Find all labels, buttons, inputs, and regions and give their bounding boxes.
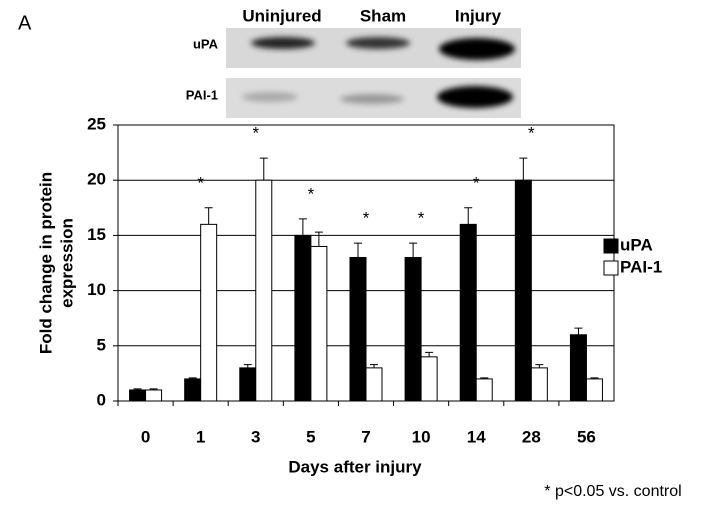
bar [569,334,587,402]
legend-label: uPA [620,235,653,254]
error-bar [188,377,197,379]
significance-marker: * [252,124,259,143]
bar [239,367,257,402]
y-tick-label: 15 [87,225,106,244]
x-axis-title: Days after injury [288,457,422,476]
legend-label: PAI-1 [620,257,662,276]
error-bar [464,207,473,225]
bar [365,367,383,402]
bar [475,378,493,402]
bar [145,389,163,402]
significance-marker: * [418,209,425,228]
x-tick-label: 28 [522,427,541,446]
error-bar [480,377,489,379]
y-tick-label: 25 [87,114,106,133]
blot-image [226,28,521,118]
blot-row-label: uPA [193,36,219,51]
error-bar [409,242,418,258]
x-tick-label: 3 [251,427,260,446]
error-bar [133,388,142,390]
bar [420,356,438,402]
error-bar [149,388,158,390]
bar [310,245,328,402]
legend-swatch [603,238,619,254]
bar [585,378,603,402]
bar [404,256,422,402]
bar [459,223,477,402]
significance-marker: * [197,173,204,192]
error-bar [354,242,362,258]
bar [514,179,532,402]
x-tick-label: 10 [412,427,431,446]
error-bar [204,207,213,225]
x-tick-label: 1 [196,427,205,446]
significance-marker: * [363,209,370,228]
error-bar [370,364,378,368]
blot-column-label: Sham [360,6,406,25]
y-tick-label: 20 [87,170,106,189]
bar [129,389,147,402]
error-bar [259,157,268,181]
blot-row-label: PAI-1 [186,87,218,102]
x-tick-label: 5 [306,427,315,446]
footnote: * p<0.05 vs. control [544,483,681,500]
y-axis-title: Fold change in protein [36,172,55,354]
significance-marker: * [528,124,535,143]
y-tick-label: 5 [97,335,106,354]
bar [200,223,218,402]
y-tick-label: 10 [87,280,106,299]
error-bar [314,231,323,247]
x-tick-label: 7 [361,427,370,446]
bar [349,256,367,402]
x-tick-label: 0 [141,427,150,446]
error-bar [243,364,252,368]
bar [294,234,312,402]
bar [184,378,202,402]
significance-marker: * [473,173,480,192]
significance-marker: * [308,184,315,203]
error-bar [574,327,583,335]
y-axis-title: expression [57,218,76,308]
y-tick-label: 0 [97,390,106,409]
error-bar [535,364,544,368]
bar [255,179,273,402]
panel-label: A [18,12,32,34]
bar [530,367,548,402]
error-bar [519,157,528,181]
blot-column-label: Uninjured [242,6,321,25]
x-tick-label: 56 [577,427,596,446]
legend-swatch [603,260,619,276]
error-bar [298,218,307,236]
blot-column-label: Injury [455,6,502,25]
error-bar [425,351,434,357]
error-bar [590,377,599,379]
x-tick-label: 14 [467,427,486,446]
